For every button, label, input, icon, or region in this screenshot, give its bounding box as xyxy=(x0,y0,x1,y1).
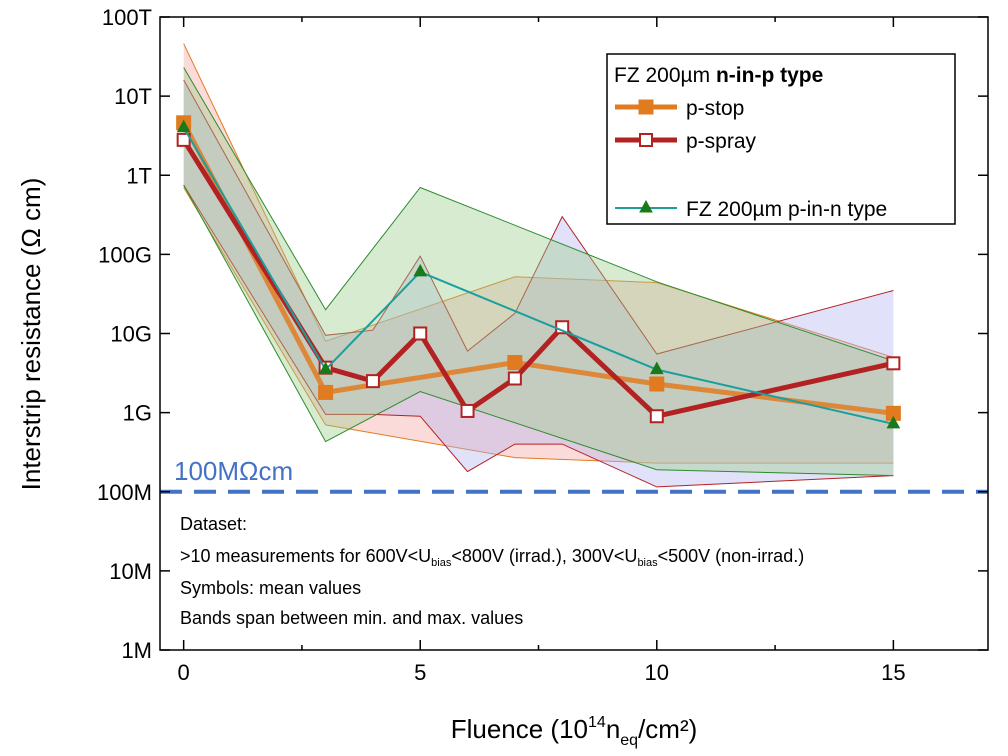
annotation-part: Symbols: mean values xyxy=(180,578,361,598)
point-1-5 xyxy=(507,371,522,386)
y-axis-label: Interstrip resistance (Ω cm) xyxy=(16,178,46,491)
band-max-edge-0 xyxy=(183,43,894,358)
threshold-label: 100MΩcm xyxy=(174,456,293,486)
band-2 xyxy=(183,67,894,476)
annotation-part: >10 measurements for 600V<U xyxy=(180,546,431,566)
annotation-symbols: Symbols: mean values xyxy=(180,578,361,598)
point-1-4 xyxy=(460,403,475,418)
annotation-part: Bands span between min. and max. values xyxy=(180,608,523,628)
series-layer xyxy=(176,115,901,429)
x-axis-label-part: n xyxy=(606,714,620,744)
band-0 xyxy=(183,43,894,464)
legend-label-0: p-stop xyxy=(686,97,744,120)
annotation-part: bias xyxy=(637,557,658,569)
y-tick-label-4: 10G xyxy=(110,322,152,347)
point-2-3 xyxy=(649,361,664,375)
band-min-edge-0 xyxy=(183,187,894,464)
band-min-edge-1 xyxy=(183,184,894,488)
y-tick-label-3: 1G xyxy=(123,401,152,426)
axes-layer: 1M 10M 100M 1G 10G 100G 1T 10T 100T 0 5 10 15 xyxy=(97,5,989,685)
legend-label-2: FZ 200µm p-in-n type xyxy=(686,198,887,221)
legend-label-1: p-spray xyxy=(686,130,757,153)
band-max-edge-2 xyxy=(183,67,894,362)
y-tick-label-2: 100M xyxy=(97,480,152,505)
y-tick-label-6: 1T xyxy=(126,163,152,188)
legend-marker-1 xyxy=(639,133,653,147)
x-axis-label-part: Fluence (10 xyxy=(451,714,588,744)
y-tick-label-7: 10T xyxy=(114,84,152,109)
point-1-8 xyxy=(886,356,901,371)
x-tick-label-0: 0 xyxy=(178,660,190,685)
point-2-4 xyxy=(886,415,901,429)
annotation-measurements: >10 measurements for 600V<Ubias<800V (ir… xyxy=(180,546,804,569)
legend-marker-0 xyxy=(638,99,654,115)
x-tick-label-1: 5 xyxy=(414,660,426,685)
point-2-1 xyxy=(318,361,333,375)
point-0-2 xyxy=(507,355,523,371)
annotation-part: <500V (non-irrad.) xyxy=(658,546,805,566)
annotation-dataset: Dataset: xyxy=(180,514,247,534)
point-1-7 xyxy=(649,409,664,424)
x-axis-label-part: /cm²) xyxy=(638,714,697,744)
point-2-0 xyxy=(176,119,191,133)
x-tick-label-2: 10 xyxy=(645,660,669,685)
x-axis-label-part: eq xyxy=(620,732,638,749)
threshold-layer: 100MΩcm xyxy=(160,456,988,494)
x-axis-label: Fluence (1014neq/cm²) xyxy=(451,714,698,749)
legend: FZ 200µm n-in-p type p-stop p-spray FZ 200µ… xyxy=(606,53,956,225)
axis-labels: Fluence (1014neq/cm²) Interstrip resistan… xyxy=(16,178,697,749)
y-tick-label-8: 100T xyxy=(102,5,152,30)
y-tick-label-0: 1M xyxy=(121,638,152,663)
annotation-part: bias xyxy=(431,557,452,569)
legend-title-normal: FZ 200µm xyxy=(614,64,716,87)
band-min-edge-2 xyxy=(183,184,894,477)
point-1-2 xyxy=(365,374,380,389)
point-1-0 xyxy=(176,132,191,147)
y-tick-label-5: 100G xyxy=(98,242,152,267)
annotation-part: <800V (irrad.), 300V<U xyxy=(451,546,637,566)
band-max-edge-1 xyxy=(183,79,894,355)
x-tick-label-3: 15 xyxy=(881,660,905,685)
x-axis-label-part: 14 xyxy=(588,714,606,731)
point-1-3 xyxy=(413,326,428,341)
annotation-part: Dataset: xyxy=(180,514,247,534)
annotations-layer: Dataset:>10 measurements for 600V<Ubias<… xyxy=(180,514,804,628)
y-tick-label-1: 10M xyxy=(109,559,152,584)
legend-title-bold: n-in-p type xyxy=(716,64,823,87)
annotation-bands: Bands span between min. and max. values xyxy=(180,608,523,628)
legend-marker-2 xyxy=(639,199,653,213)
point-0-3 xyxy=(649,376,665,392)
point-0-1 xyxy=(318,384,334,400)
legend-title: FZ 200µm n-in-p type xyxy=(614,64,823,87)
point-2-2 xyxy=(413,263,428,277)
